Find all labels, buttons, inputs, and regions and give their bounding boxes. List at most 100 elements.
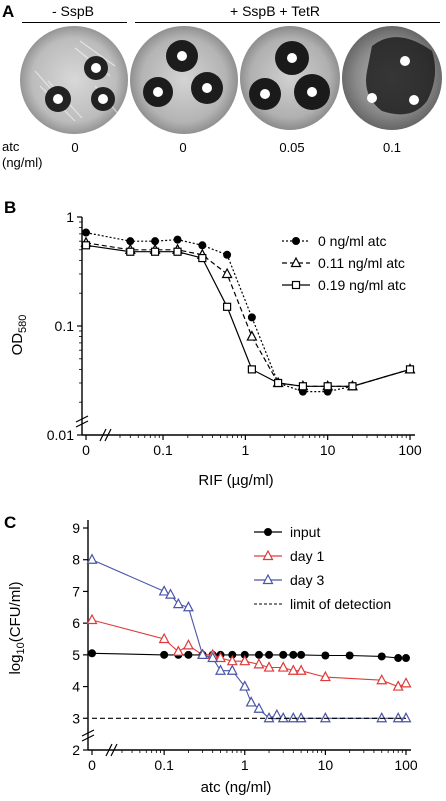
data-point <box>182 639 194 650</box>
y-tick-label: 1 <box>66 209 74 225</box>
data-point <box>245 696 257 707</box>
data-point <box>348 382 357 391</box>
plate-image-3 <box>240 26 340 130</box>
data-point <box>198 253 207 263</box>
plate-atc-value-4: 0.1 <box>382 140 402 155</box>
data-point <box>345 651 354 660</box>
data-point <box>277 661 289 672</box>
data-point <box>265 650 274 659</box>
data-point <box>297 650 306 659</box>
data-point <box>400 677 412 688</box>
data-point <box>271 708 283 720</box>
chart-b-plot: 0 0.1 1 10 100 0.01 0.1 1 0 ng/ml atc 0.11 ng/ml … <box>47 209 422 458</box>
legend-label: day 3 <box>290 572 324 588</box>
chart-b: B OD580 RIF (µg/ml) 0 0.1 1 10 100 0.01 0.1 1 0 … <box>4 198 422 489</box>
plate-4-zones <box>366 37 436 115</box>
legend-label: limit of detection <box>290 596 391 612</box>
data-point <box>405 365 415 374</box>
y-tick-label: 8 <box>72 552 80 568</box>
series-fit-line <box>91 652 406 659</box>
data-point <box>319 712 331 723</box>
plate-image-4 <box>342 26 442 130</box>
data-point <box>246 330 258 341</box>
x-tick-label: 1 <box>241 757 249 773</box>
data-point <box>222 302 232 311</box>
series-fit-line <box>91 619 407 688</box>
chart-b-xlabel: RIF (µg/ml) <box>198 472 273 489</box>
legend-label: input <box>290 524 320 540</box>
data-point <box>172 597 184 609</box>
data-point <box>298 382 308 391</box>
data-point <box>81 241 91 250</box>
data-point <box>126 237 135 246</box>
y-tick-label: 3 <box>72 710 80 726</box>
y-tick-label: 0.1 <box>55 318 75 334</box>
x-tick-label: 0 <box>88 757 96 773</box>
y-tick-label: 2 <box>72 742 80 758</box>
data-point <box>295 664 307 675</box>
data-point <box>226 664 238 675</box>
legend-marker <box>291 280 301 290</box>
legend-marker <box>292 237 300 245</box>
data-point <box>287 664 299 675</box>
data-point <box>376 712 388 723</box>
legend-label: day 1 <box>290 548 324 564</box>
data-point <box>150 247 160 256</box>
data-point <box>289 650 298 659</box>
x-tick-label: 0.1 <box>154 757 174 773</box>
data-point <box>253 658 265 669</box>
data-point <box>247 313 256 322</box>
data-point <box>215 664 226 675</box>
y-axis-break <box>81 729 95 742</box>
data-point <box>198 241 207 250</box>
data-point <box>223 250 232 259</box>
y-tick-label: 7 <box>72 583 80 599</box>
data-point <box>165 588 177 599</box>
data-point <box>240 650 249 659</box>
data-point <box>172 645 184 656</box>
y-tick-label: 6 <box>72 615 80 631</box>
panel-letter-b: B <box>4 198 16 217</box>
plate-3-zones <box>249 41 330 110</box>
chart-b-ylabel: OD580 <box>9 315 29 356</box>
data-point <box>247 365 256 374</box>
data-point <box>197 648 209 659</box>
data-point <box>254 650 263 659</box>
data-point <box>392 680 404 691</box>
atc-label-line2: (ng/ml) <box>2 155 43 170</box>
legend-marker <box>262 573 274 585</box>
data-point <box>86 613 98 625</box>
data-point <box>184 650 193 659</box>
data-point <box>295 712 307 723</box>
data-point <box>126 247 135 256</box>
data-point <box>279 650 288 659</box>
data-point <box>160 650 169 659</box>
plate-atc-value-1: 0 <box>71 140 79 155</box>
plate-atc-value-3: 0.05 <box>279 140 305 155</box>
data-point <box>221 267 233 279</box>
data-point <box>376 673 388 685</box>
plate-image-1 <box>20 26 128 134</box>
data-point <box>287 712 299 723</box>
plate-image-2 <box>130 26 238 134</box>
x-tick-label: 100 <box>398 442 422 458</box>
data-point <box>274 378 283 388</box>
data-point <box>158 632 170 644</box>
legend-marker <box>262 549 274 561</box>
legend-label: 0.11 ng/ml atc <box>318 255 405 271</box>
legend-label: 0.19 ng/ml atc <box>318 277 406 293</box>
header-minus-underline <box>22 22 127 23</box>
data-point <box>207 651 219 663</box>
y-tick-label: 4 <box>72 679 80 695</box>
chart-c-xlabel: atc (ng/ml) <box>201 779 272 796</box>
chart-c-ylabel: log10(CFU/ml) <box>7 581 27 674</box>
data-point <box>253 702 265 713</box>
data-point <box>182 601 194 612</box>
plate-2-zones <box>143 40 223 107</box>
x-tick-label: 0 <box>82 442 90 458</box>
legend-marker <box>290 256 302 268</box>
data-point <box>88 649 96 658</box>
data-point <box>394 654 403 663</box>
data-point <box>173 247 182 256</box>
header-plus-underline <box>135 22 440 23</box>
